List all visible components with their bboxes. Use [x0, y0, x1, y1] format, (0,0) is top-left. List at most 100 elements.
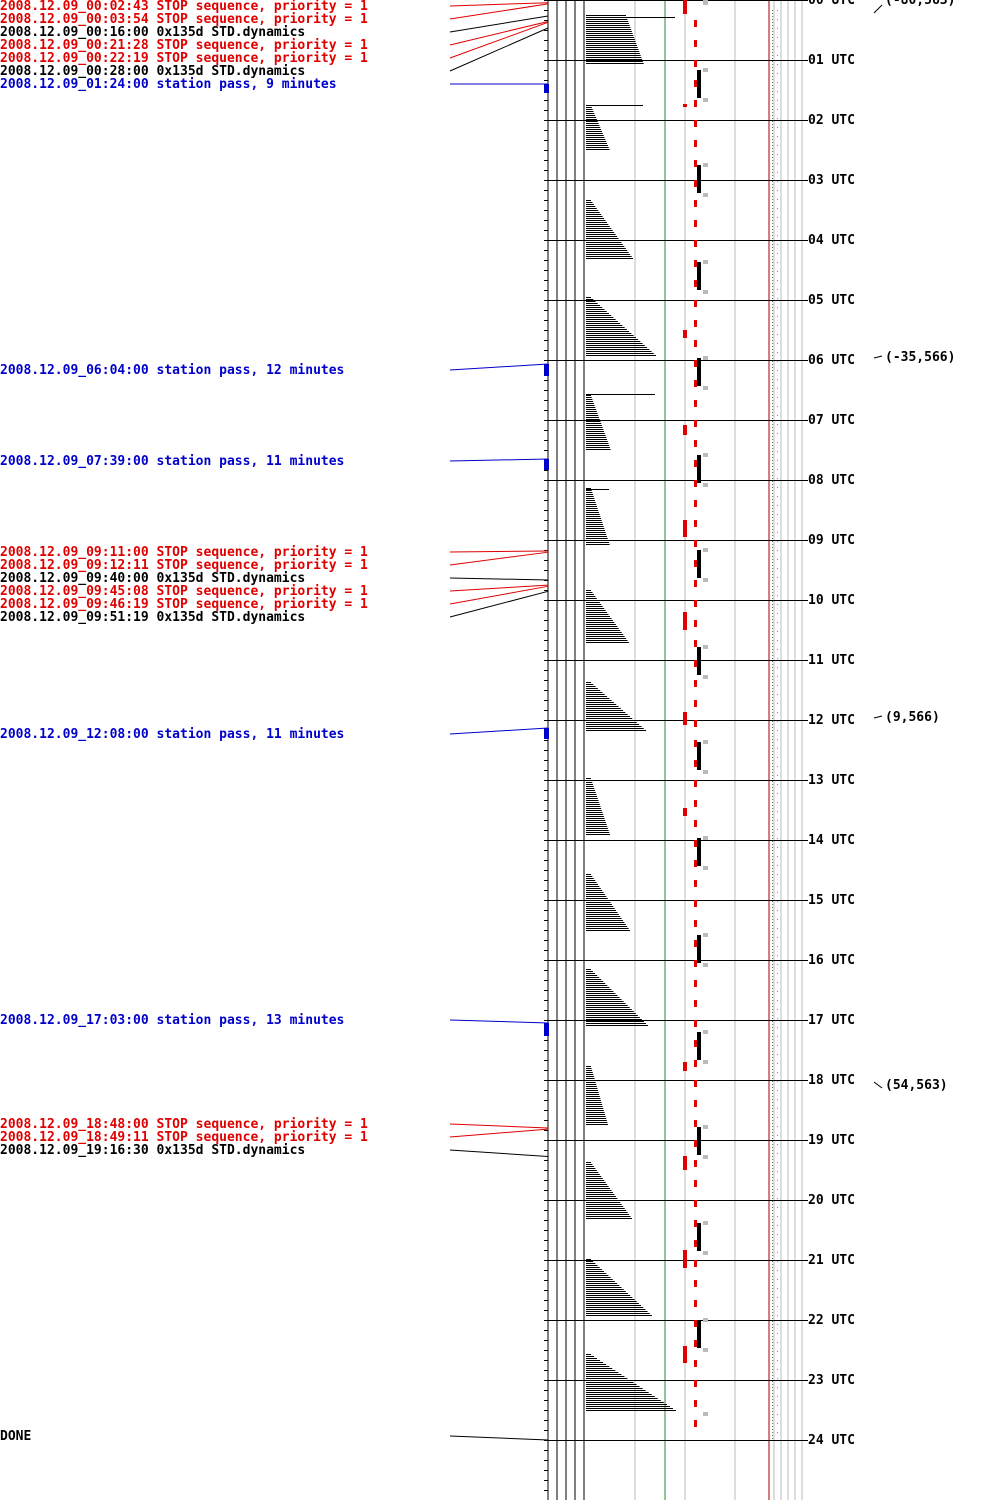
stop-sequence-event: 2008.12.09_00:03:54 STOP sequence, prior… — [0, 12, 368, 27]
black-marker — [697, 455, 701, 483]
trace-dot — [772, 85, 773, 86]
black-marker — [697, 1320, 701, 1348]
trace-dot — [772, 739, 773, 740]
trace-dot — [772, 808, 773, 809]
event-connector — [449, 15, 549, 33]
hour-label: 01 UTC — [808, 53, 855, 68]
trace-dot — [772, 526, 773, 527]
trace-dot — [772, 910, 773, 911]
black-marker — [697, 1127, 701, 1155]
trace-dot — [772, 718, 773, 719]
trace-dot — [777, 334, 778, 335]
trace-dot — [772, 1393, 773, 1394]
trace-dot — [772, 760, 773, 761]
trace-dot — [777, 1000, 778, 1001]
trace-dot — [772, 13, 773, 14]
hour-label: 24 UTC — [808, 1433, 855, 1448]
trace-dot — [772, 1384, 773, 1385]
station-pass-event: 2008.12.09_01:24:00 station pass, 9 minu… — [0, 77, 337, 92]
trace-dot — [772, 1399, 773, 1400]
trace-dot — [777, 1405, 778, 1406]
trace-dot — [772, 373, 773, 374]
trace-dot — [772, 1417, 773, 1418]
trace-dot — [772, 304, 773, 305]
trace-dot — [772, 298, 773, 299]
red-dash — [694, 1280, 697, 1287]
trace-dot — [777, 937, 778, 938]
trace-dot — [777, 55, 778, 56]
trace-dot — [777, 1369, 778, 1370]
trace-dot — [772, 1330, 773, 1331]
trace-dot — [772, 22, 773, 23]
trace-dot — [772, 865, 773, 866]
trace-dot — [772, 892, 773, 893]
trace-dot — [777, 631, 778, 632]
trace-dot — [777, 514, 778, 515]
trace-dot — [772, 310, 773, 311]
hour-label: 14 UTC — [808, 833, 855, 848]
trace-dot — [772, 1315, 773, 1316]
trace-dot — [772, 1378, 773, 1379]
trace-dot — [772, 802, 773, 803]
trace-dot — [772, 175, 773, 176]
trace-dot — [777, 10, 778, 11]
trace-dot — [772, 370, 773, 371]
trace-dot — [772, 481, 773, 482]
trace-dot — [772, 952, 773, 953]
trace-dot — [777, 838, 778, 839]
trace-dot — [772, 547, 773, 548]
trace-dot — [777, 928, 778, 929]
gray-cap — [703, 1030, 708, 1034]
gray-cap — [703, 933, 708, 937]
black-marker — [697, 838, 701, 866]
trace-dot — [772, 544, 773, 545]
trace-dot — [777, 541, 778, 542]
trace-dot — [772, 697, 773, 698]
gray-cap — [703, 193, 708, 197]
red-dash — [694, 900, 697, 907]
trace-dot — [772, 781, 773, 782]
trace-dot — [772, 1057, 773, 1058]
trace-dot — [777, 46, 778, 47]
trace-dot — [772, 1108, 773, 1109]
trace-dot — [772, 511, 773, 512]
orbit-pointer — [873, 355, 883, 359]
trace-dot — [772, 82, 773, 83]
trace-dot — [772, 1279, 773, 1280]
trace-dot — [772, 214, 773, 215]
trace-dot — [777, 1072, 778, 1073]
trace-dot — [777, 1144, 778, 1145]
trace-dot — [772, 715, 773, 716]
trace-dot — [772, 364, 773, 365]
trace-dot — [772, 571, 773, 572]
trace-dot — [772, 1021, 773, 1022]
trace-dot — [772, 136, 773, 137]
red-dash — [694, 280, 697, 287]
trace-dot — [777, 1108, 778, 1109]
trace-dot — [772, 268, 773, 269]
trace-dot — [777, 550, 778, 551]
gray-cap — [703, 290, 708, 294]
trace-dot — [772, 994, 773, 995]
trace-dot — [772, 160, 773, 161]
trace-dot — [772, 1201, 773, 1202]
trace-dot — [772, 478, 773, 479]
trace-dot — [772, 487, 773, 488]
trace-dot — [772, 1072, 773, 1073]
trace-dot — [772, 436, 773, 437]
trace-dot — [777, 1153, 778, 1154]
trace-dot — [772, 1141, 773, 1142]
gray-cap — [703, 1125, 708, 1129]
trace-dot — [772, 523, 773, 524]
hour-label: 12 UTC — [808, 713, 855, 728]
gray-cap — [703, 578, 708, 582]
red-dash — [694, 1120, 697, 1127]
trace-dot — [772, 58, 773, 59]
red-marker — [683, 0, 687, 14]
trace-dot — [772, 1087, 773, 1088]
trace-dot — [772, 541, 773, 542]
trace-dot — [777, 829, 778, 830]
red-dash — [694, 1000, 697, 1007]
red-dash — [694, 1040, 697, 1047]
gray-cap — [703, 1412, 708, 1416]
